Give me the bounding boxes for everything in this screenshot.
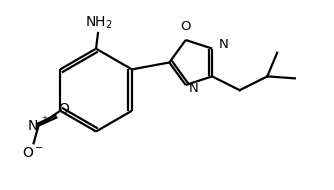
Text: $^+$: $^+$ — [39, 116, 48, 126]
Text: N: N — [189, 82, 198, 95]
Text: N: N — [219, 38, 229, 51]
Text: O: O — [180, 20, 191, 33]
Text: N: N — [27, 119, 37, 133]
Text: NH$_2$: NH$_2$ — [85, 15, 113, 31]
Text: O$^-$: O$^-$ — [22, 146, 44, 160]
Text: O: O — [58, 102, 69, 116]
